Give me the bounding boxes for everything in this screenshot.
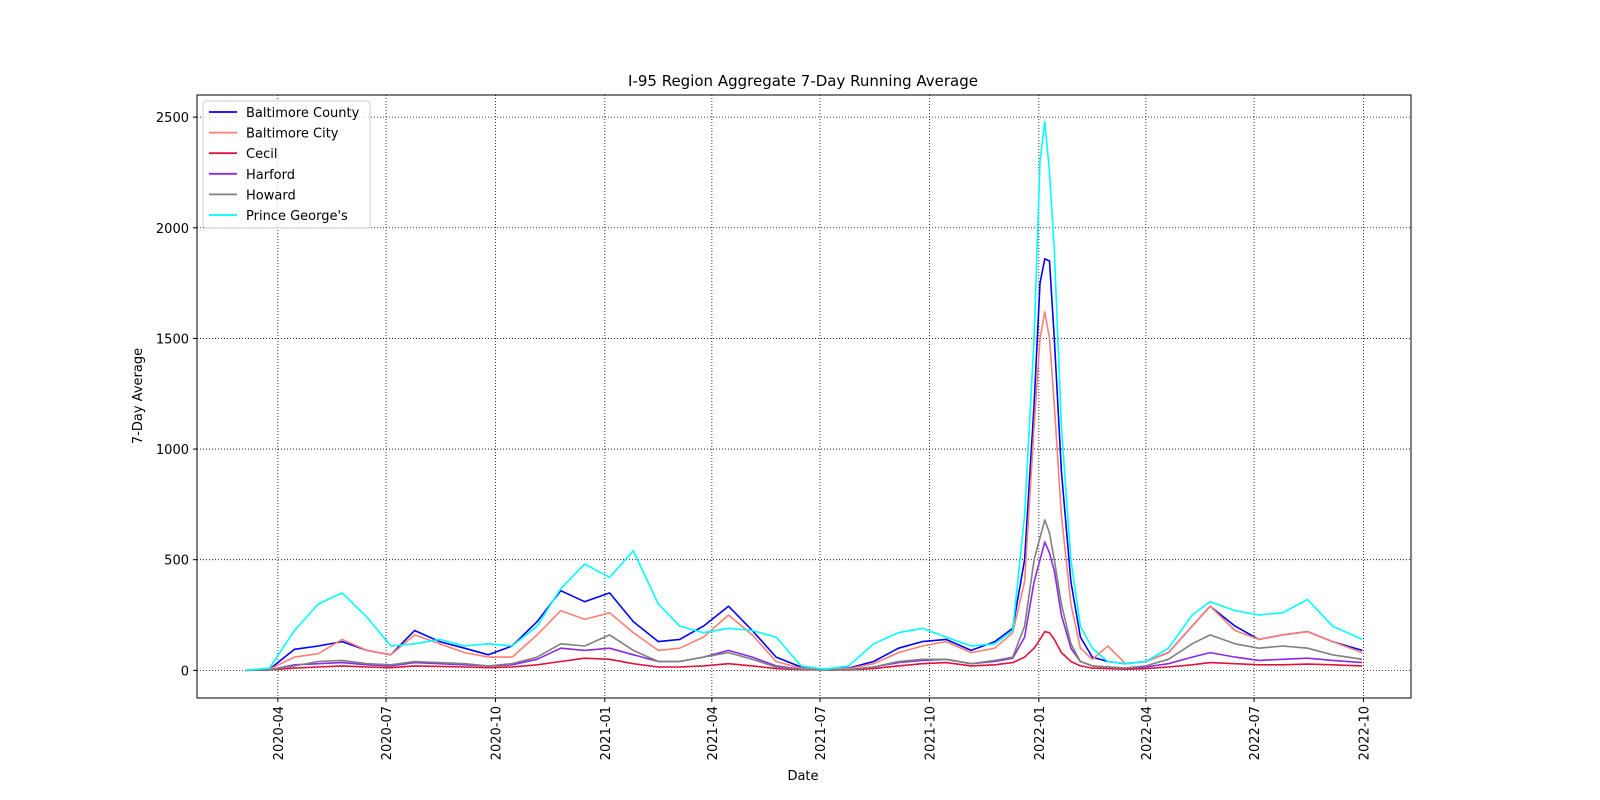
legend-label: Cecil	[246, 147, 277, 162]
legend-box	[202, 100, 371, 229]
series-line-harford	[245, 541, 1363, 672]
y-tick-label: 1500	[156, 332, 189, 347]
legend: Baltimore County Baltimore City Cecil Harfo…	[202, 100, 371, 229]
x-tick-label: 2022-01	[1033, 706, 1048, 760]
grid	[197, 95, 1411, 698]
series-lines	[245, 120, 1363, 672]
y-tick-label: 2000	[156, 222, 189, 237]
x-axis-label: Date	[787, 769, 818, 784]
x-tick-label: 2020-10	[489, 706, 504, 760]
x-tick-label: 2022-04	[1140, 706, 1155, 760]
legend-label: Howard	[246, 188, 296, 203]
series-line-baltimore-county	[245, 257, 1363, 672]
x-tick-label: 2021-10	[923, 706, 938, 760]
y-axis-label: 7-Day Average	[131, 348, 146, 444]
x-tick-label: 2021-07	[814, 706, 829, 760]
series-line-baltimore-city	[245, 311, 1363, 672]
x-tick-label: 2022-07	[1248, 706, 1263, 760]
plot-frame	[196, 94, 1412, 699]
x-tick-label: 2020-04	[272, 706, 287, 760]
x-tick-label: 2021-01	[599, 706, 614, 760]
chart-title: I-95 Region Aggregate 7-Day Running Aver…	[628, 72, 978, 90]
x-tick-label: 2021-04	[706, 706, 721, 760]
legend-label: Baltimore City	[246, 127, 339, 142]
y-tick-label: 500	[164, 554, 189, 569]
y-tick-label: 1000	[156, 443, 189, 458]
series-line-howard	[245, 519, 1363, 672]
series-line-cecil	[245, 630, 1363, 672]
legend-label: Harford	[246, 168, 295, 183]
x-tick-label: 2022-10	[1357, 706, 1372, 760]
y-tick-label: 0	[181, 664, 189, 679]
y-axis-ticks: 0 500 1000 1500 2000 2500	[156, 111, 197, 679]
y-tick-label: 2500	[156, 111, 189, 126]
legend-label: Prince George's	[246, 209, 348, 224]
legend-label: Baltimore County	[246, 106, 360, 121]
series-line-prince-george-s	[245, 120, 1363, 672]
x-axis-ticks: 2020-04 2020-07 2020-10 2021-01 2021-04 2021-…	[272, 698, 1372, 760]
x-tick-label: 2020-07	[380, 706, 395, 760]
